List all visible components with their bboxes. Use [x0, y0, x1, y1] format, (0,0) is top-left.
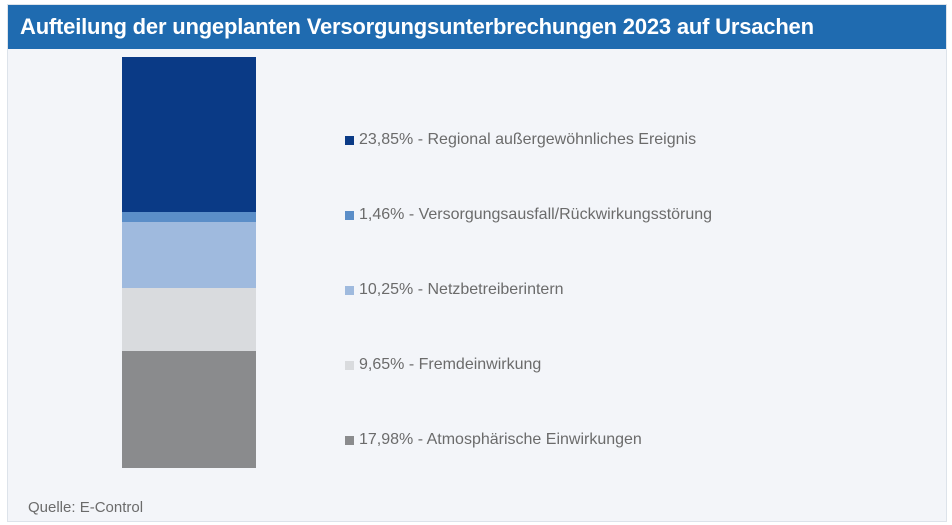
legend-label: 23,85% - Regional außergewöhnliches Erei… [359, 131, 697, 148]
stacked-bar [122, 57, 256, 468]
bar-segment-2 [122, 212, 256, 222]
legend-item: 9,65% - Fremdeinwirkung [345, 356, 541, 374]
legend-label: 10,25% - Netzbetreiberintern [359, 281, 564, 298]
chart-frame: Aufteilung der ungeplanten Versorgungsun… [7, 4, 947, 522]
legend-label: 17,98% - Atmosphärische Einwirkungen [359, 431, 642, 448]
bar-segment-4 [122, 288, 256, 352]
bar-segment-1 [122, 57, 256, 213]
legend-swatch [345, 435, 354, 445]
source-note: Quelle: E-Control [28, 499, 144, 516]
legend-item: 1,46% - Versorgungsausfall/Rückwirkungss… [345, 206, 712, 224]
legend-swatch [345, 210, 354, 220]
legend-item: 10,25% - Netzbetreiberintern [345, 281, 564, 299]
legend-item: 17,98% - Atmosphärische Einwirkungen [345, 431, 642, 449]
bar-segment-3 [122, 221, 256, 289]
legend-swatch [345, 285, 354, 295]
legend-label: 1,46% - Versorgungsausfall/Rückwirkungss… [359, 206, 713, 223]
legend-swatch [345, 135, 354, 145]
legend-item: 23,85% - Regional außergewöhnliches Erei… [345, 131, 696, 149]
legend-swatch [345, 360, 354, 370]
chart-title: Aufteilung der ungeplanten Versorgungsun… [8, 5, 946, 49]
legend-label: 9,65% - Fremdeinwirkung [359, 356, 542, 373]
bar-segment-5 [122, 351, 256, 468]
